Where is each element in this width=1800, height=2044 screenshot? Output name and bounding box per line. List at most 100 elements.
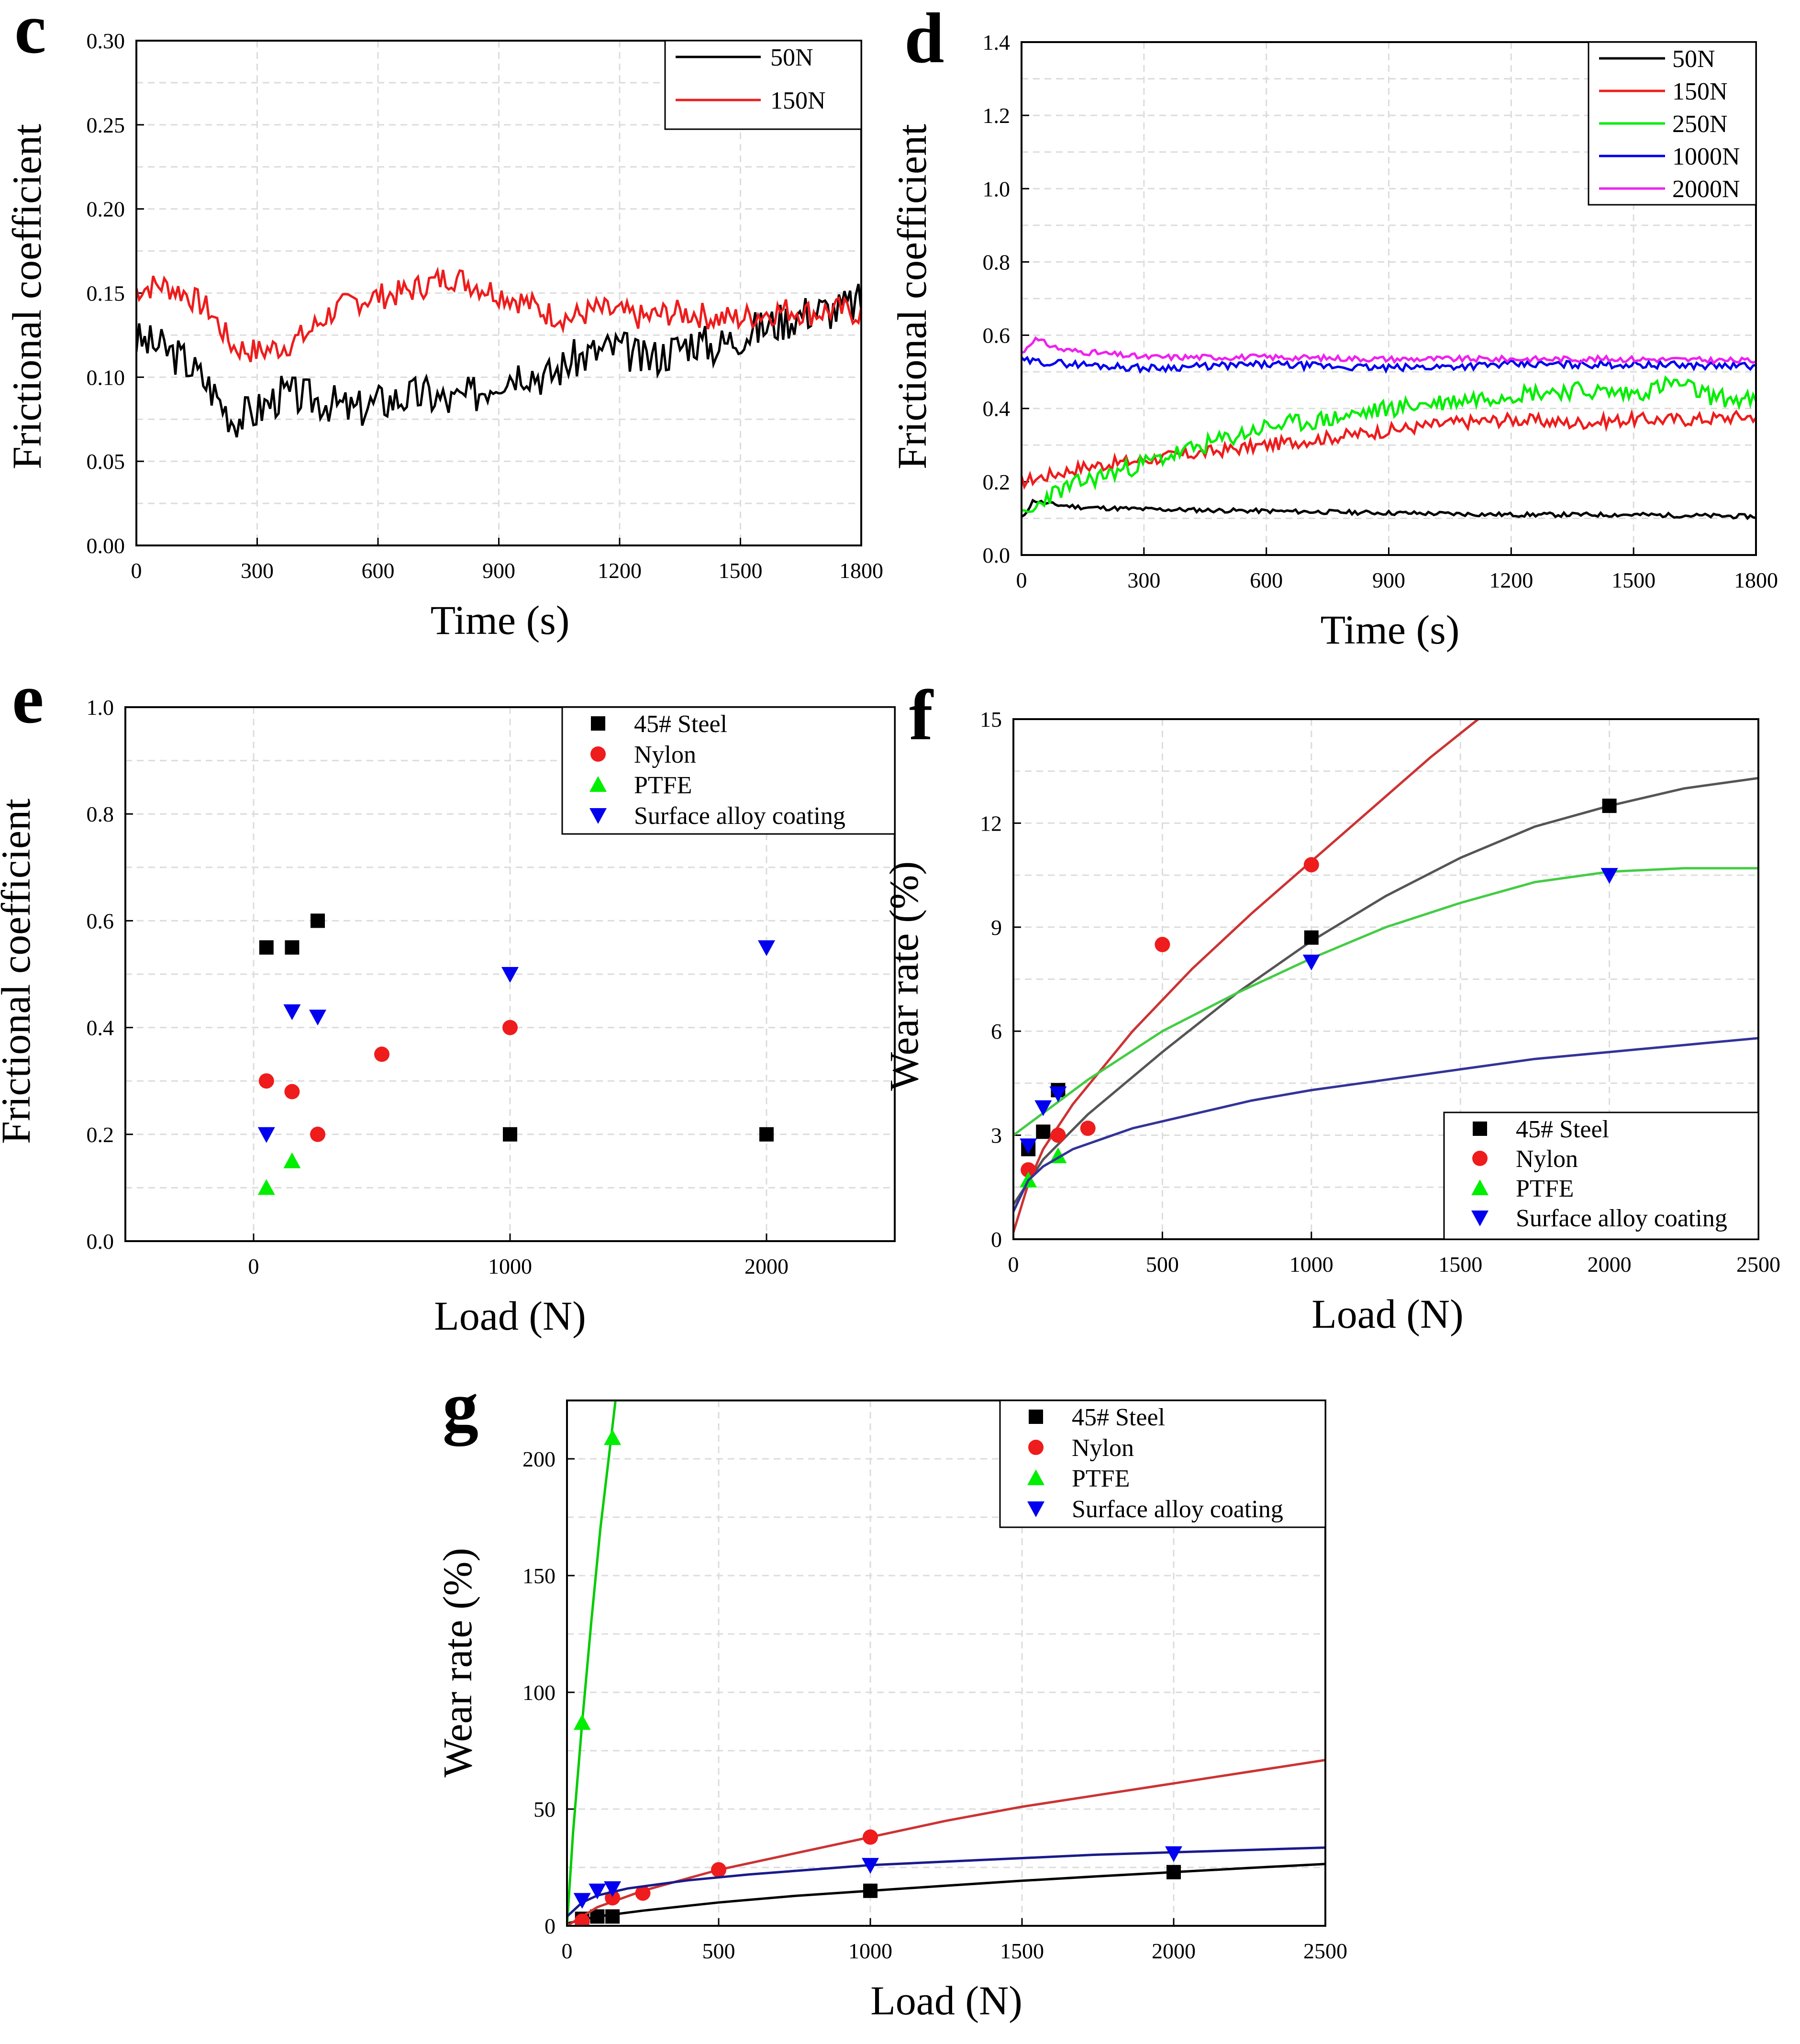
legend-label: Surface alloy coating	[634, 802, 845, 830]
legend-label: Nylon	[634, 741, 696, 768]
axes-frame	[566, 1400, 1326, 1927]
series-d-2000n	[1022, 336, 1756, 365]
data-point	[1050, 1127, 1066, 1143]
series-g-ptfe	[567, 1400, 622, 1926]
series-g-45-steel	[567, 1863, 1325, 1926]
data-point	[604, 1881, 622, 1897]
y-axis-title: Frictional coefficient	[0, 799, 39, 1144]
x-tick-label: 900	[1372, 568, 1405, 592]
legend-swatch	[591, 716, 605, 731]
y-tick-label: 1.0	[983, 177, 1011, 201]
y-tick-label: 1.0	[87, 695, 114, 720]
legend-item: 50N	[1599, 45, 1715, 73]
data-point	[285, 940, 300, 955]
axes-frame	[135, 40, 862, 546]
x-tick-label: 0	[562, 1939, 573, 1963]
x-tick-label: 600	[362, 558, 395, 583]
legend-swatch	[590, 746, 606, 762]
data-point	[1167, 1865, 1181, 1879]
y-tick-label: 200	[522, 1447, 556, 1471]
series-e-ptfe	[257, 1152, 301, 1195]
axes-frame	[124, 706, 896, 1242]
data-point	[501, 967, 519, 983]
chart-panel-e: 0 1000 2000 0.0 0.2 0.4 0.6 0.8 1.0 Load (N) Frict…	[0, 659, 896, 1339]
data-point	[590, 1909, 605, 1924]
legend-item: 45# Steel	[1029, 1404, 1165, 1431]
legend-label: 45# Steel	[1072, 1404, 1165, 1431]
legend-item: PTFE	[589, 772, 692, 799]
series-line	[1022, 355, 1756, 374]
data-point	[1303, 857, 1319, 873]
series-line	[136, 283, 861, 438]
x-axis-title: Load (N)	[1311, 1291, 1464, 1337]
x-tick-label: 500	[1146, 1252, 1179, 1277]
legend-label: 50N	[770, 44, 813, 71]
y-axis-title: Frictional coefficient	[889, 124, 935, 469]
x-tick-label: 1200	[1489, 568, 1533, 592]
data-point	[257, 1127, 275, 1143]
x-tick-label: 1500	[1611, 568, 1656, 592]
y-tick-label: 0.2	[87, 1122, 114, 1147]
x-tick-label: 2000	[1152, 1939, 1196, 1963]
legend-item: Nylon	[1472, 1145, 1578, 1173]
legend-swatch	[1472, 1151, 1488, 1166]
x-tick-label: 0	[248, 1254, 259, 1278]
panel-letter: g	[443, 1367, 478, 1446]
legend-item: 150N	[1599, 78, 1728, 105]
data-point	[1155, 937, 1170, 953]
data-point	[1034, 1100, 1052, 1116]
data-point	[863, 1883, 878, 1898]
panel-letter: d	[904, 0, 944, 78]
series-e-nylon	[258, 1020, 518, 1142]
chart-panel-g: 0 500 1000 1500 2000 2500 0 50 100 150 200 Load (N)…	[434, 1367, 1347, 2023]
series-d-1000n	[1022, 355, 1756, 374]
x-tick-label: 1800	[839, 558, 883, 583]
data-point	[635, 1885, 651, 1901]
series-g-surface-alloy-coating	[567, 1846, 1325, 1918]
legend-item: 250N	[1599, 111, 1728, 138]
y-axis-title: Frictional coefficient	[4, 124, 50, 469]
y-tick-label: 150	[522, 1564, 556, 1588]
legend-label: Surface alloy coating	[1516, 1205, 1727, 1232]
legend-label: 250N	[1672, 111, 1728, 138]
x-axis-title: Time (s)	[431, 597, 570, 643]
x-tick-label: 900	[482, 558, 515, 583]
legend-swatch	[1471, 1179, 1489, 1195]
fit-curve	[567, 1759, 1325, 1926]
legend-item: 2000N	[1599, 176, 1740, 203]
series-f-surface-alloy-coating	[1013, 868, 1758, 1212]
x-tick-label: 2500	[1303, 1939, 1347, 1963]
y-tick-label: 100	[522, 1680, 556, 1705]
x-tick-label: 500	[702, 1939, 735, 1963]
x-tick-label: 2500	[1736, 1252, 1780, 1277]
data-point	[283, 1004, 301, 1021]
legend-swatch	[589, 808, 607, 824]
x-tick-label: 300	[241, 558, 274, 583]
x-axis-title: Time (s)	[1321, 607, 1460, 653]
data-point	[863, 1829, 878, 1845]
legend-item: 45# Steel	[1473, 1116, 1609, 1143]
panel-letter: c	[14, 0, 46, 68]
fit-curve	[567, 1863, 1325, 1925]
y-tick-label: 0.4	[87, 1016, 114, 1040]
legend-swatch	[589, 776, 607, 792]
data-point	[258, 1073, 274, 1089]
legend-item: Nylon	[590, 741, 696, 768]
data-point	[1302, 955, 1320, 971]
y-tick-label: 0.30	[87, 29, 125, 53]
legend-box	[664, 40, 862, 130]
legend-label: 2000N	[1672, 176, 1740, 203]
plot-data	[257, 913, 775, 1195]
x-tick-label: 300	[1127, 568, 1160, 592]
y-tick-label: 0.20	[87, 197, 125, 222]
data-point	[257, 1179, 275, 1195]
series-d-250n	[1022, 375, 1756, 513]
data-point	[283, 1152, 301, 1168]
data-point	[862, 1858, 879, 1874]
x-tick-label: 1000	[488, 1254, 532, 1278]
series-f-nylon	[1013, 719, 1479, 1233]
data-point	[758, 940, 775, 956]
